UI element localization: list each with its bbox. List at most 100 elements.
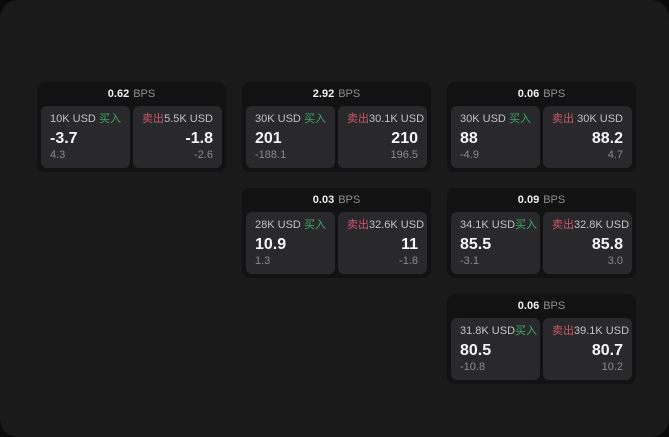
sell-size-label: 32.6K USD xyxy=(369,219,425,231)
buy-side-label: 买入 xyxy=(509,113,531,125)
buy-size-label: 30K USD xyxy=(460,113,506,125)
buy-tile-top: 10K USD 买入 xyxy=(50,113,121,126)
quote-card: 0.06 BPS 31.8K USD 买入 80.5 -10.8 卖出 39.1… xyxy=(447,294,636,384)
bps-value: 0.06 xyxy=(517,300,540,312)
buy-tile-top: 31.8K USD 买入 xyxy=(460,325,537,338)
card-header: 2.92 BPS xyxy=(242,82,431,106)
bps-value: 0.09 xyxy=(517,194,540,206)
sell-size-label: 30.1K USD xyxy=(369,113,425,125)
bps-value: 2.92 xyxy=(312,88,335,100)
sell-tile-top: 卖出 39.1K USD xyxy=(552,325,629,338)
card-header: 0.09 BPS xyxy=(447,188,636,212)
buy-tile-top: 30K USD 买入 xyxy=(255,113,326,126)
sell-sub-value: 196.5 xyxy=(390,149,418,161)
buy-tile[interactable]: 30K USD 买入 201 -188.1 xyxy=(246,106,335,168)
buy-sub-value: 4.3 xyxy=(50,149,66,161)
quote-tiles: 28K USD 买入 10.9 1.3 卖出 32.6K USD 11 -1.8 xyxy=(242,212,431,278)
sell-price-value: -1.8 xyxy=(185,130,213,147)
buy-tile-top: 34.1K USD 买入 xyxy=(460,219,537,232)
buy-side-label: 买入 xyxy=(99,113,121,125)
quote-tiles: 31.8K USD 买入 80.5 -10.8 卖出 39.1K USD 80.… xyxy=(447,318,636,384)
buy-side-label: 买入 xyxy=(304,219,326,231)
buy-tile[interactable]: 28K USD 买入 10.9 1.3 xyxy=(246,212,335,274)
buy-sub-value: -4.9 xyxy=(460,149,479,161)
bps-unit-label: BPS xyxy=(338,88,361,100)
sell-tile-top: 卖出 30K USD xyxy=(552,113,623,126)
sell-size-label: 5.5K USD xyxy=(164,113,213,125)
buy-size-label: 30K USD xyxy=(255,113,301,125)
quote-tiles: 34.1K USD 买入 85.5 -3.1 卖出 32.8K USD 85.8… xyxy=(447,212,636,278)
buy-tile[interactable]: 30K USD 买入 88 -4.9 xyxy=(451,106,540,168)
buy-price-value: 10.9 xyxy=(255,236,287,253)
sell-sub-value: 4.7 xyxy=(607,149,623,161)
sell-side-label: 卖出 xyxy=(552,113,574,125)
quote-tiles: 30K USD 买入 201 -188.1 卖出 30.1K USD 210 1… xyxy=(242,106,431,172)
sell-price-value: 88.2 xyxy=(591,130,623,147)
buy-price-value: 88 xyxy=(460,130,478,147)
quote-card: 0.03 BPS 28K USD 买入 10.9 1.3 卖出 32.6K US… xyxy=(242,188,431,278)
sell-sub-value: -1.8 xyxy=(399,255,418,267)
sell-price-value: 210 xyxy=(391,130,418,147)
sell-price-value: 80.7 xyxy=(591,342,623,359)
sell-size-label: 39.1K USD xyxy=(574,325,630,337)
quote-tiles: 10K USD 买入 -3.7 4.3 卖出 5.5K USD -1.8 -2.… xyxy=(37,106,226,172)
card-header: 0.06 BPS xyxy=(447,82,636,106)
buy-tile[interactable]: 34.1K USD 买入 85.5 -3.1 xyxy=(451,212,540,274)
bps-unit-label: BPS xyxy=(338,194,361,206)
buy-tile[interactable]: 31.8K USD 买入 80.5 -10.8 xyxy=(451,318,540,380)
buy-size-label: 31.8K USD xyxy=(460,325,516,337)
sell-side-label: 卖出 xyxy=(347,113,369,125)
sell-tile[interactable]: 卖出 30K USD 88.2 4.7 xyxy=(543,106,632,168)
buy-tile-top: 30K USD 买入 xyxy=(460,113,531,126)
quote-card: 0.06 BPS 30K USD 买入 88 -4.9 卖出 30K USD xyxy=(447,82,636,172)
sell-sub-value: -2.6 xyxy=(194,149,213,161)
sell-tile[interactable]: 卖出 39.1K USD 80.7 10.2 xyxy=(543,318,632,380)
quote-card: 0.09 BPS 34.1K USD 买入 85.5 -3.1 卖出 32.8K… xyxy=(447,188,636,278)
sell-size-label: 32.8K USD xyxy=(574,219,630,231)
sell-price-value: 85.8 xyxy=(591,236,623,253)
sell-tile[interactable]: 卖出 32.6K USD 11 -1.8 xyxy=(338,212,427,274)
buy-side-label: 买入 xyxy=(515,219,538,231)
bps-unit-label: BPS xyxy=(543,194,566,206)
quote-tiles: 30K USD 买入 88 -4.9 卖出 30K USD 88.2 4.7 xyxy=(447,106,636,172)
bps-value: 0.06 xyxy=(517,88,540,100)
sell-tile-top: 卖出 32.6K USD xyxy=(347,219,424,232)
buy-price-value: -3.7 xyxy=(50,130,78,147)
sell-sub-value: 10.2 xyxy=(601,361,623,373)
buy-price-value: 201 xyxy=(255,130,282,147)
buy-sub-value: -188.1 xyxy=(255,149,287,161)
bps-unit-label: BPS xyxy=(543,88,566,100)
buy-price-value: 85.5 xyxy=(460,236,492,253)
buy-tile-top: 28K USD 买入 xyxy=(255,219,326,232)
bps-unit-label: BPS xyxy=(543,300,566,312)
bps-value: 0.62 xyxy=(107,88,130,100)
card-header: 0.62 BPS xyxy=(37,82,226,106)
sell-tile[interactable]: 卖出 32.8K USD 85.8 3.0 xyxy=(543,212,632,274)
buy-size-label: 34.1K USD xyxy=(460,219,516,231)
buy-side-label: 买入 xyxy=(515,325,538,337)
bps-value: 0.03 xyxy=(312,194,335,206)
sell-side-label: 卖出 xyxy=(142,113,164,125)
sell-tile-top: 卖出 32.8K USD xyxy=(552,219,629,232)
buy-sub-value: -3.1 xyxy=(460,255,479,267)
bps-unit-label: BPS xyxy=(133,88,156,100)
card-header: 0.03 BPS xyxy=(242,188,431,212)
sell-sub-value: 3.0 xyxy=(607,255,623,267)
buy-sub-value: 1.3 xyxy=(255,255,271,267)
buy-side-label: 买入 xyxy=(304,113,326,125)
sell-tile[interactable]: 卖出 5.5K USD -1.8 -2.6 xyxy=(133,106,222,168)
quote-card: 0.62 BPS 10K USD 买入 -3.7 4.3 卖出 5.5K USD xyxy=(37,82,226,172)
sell-side-label: 卖出 xyxy=(552,219,574,231)
sell-tile-top: 卖出 5.5K USD xyxy=(142,113,213,126)
quote-card: 2.92 BPS 30K USD 买入 201 -188.1 卖出 30.1K … xyxy=(242,82,431,172)
sell-tile-top: 卖出 30.1K USD xyxy=(347,113,424,126)
sell-tile[interactable]: 卖出 30.1K USD 210 196.5 xyxy=(338,106,427,168)
sell-price-value: 11 xyxy=(401,236,418,253)
sell-size-label: 30K USD xyxy=(577,113,623,125)
buy-tile[interactable]: 10K USD 买入 -3.7 4.3 xyxy=(41,106,130,168)
sell-side-label: 卖出 xyxy=(347,219,369,231)
buy-size-label: 10K USD xyxy=(50,113,96,125)
buy-price-value: 80.5 xyxy=(460,342,492,359)
buy-sub-value: -10.8 xyxy=(460,361,486,373)
